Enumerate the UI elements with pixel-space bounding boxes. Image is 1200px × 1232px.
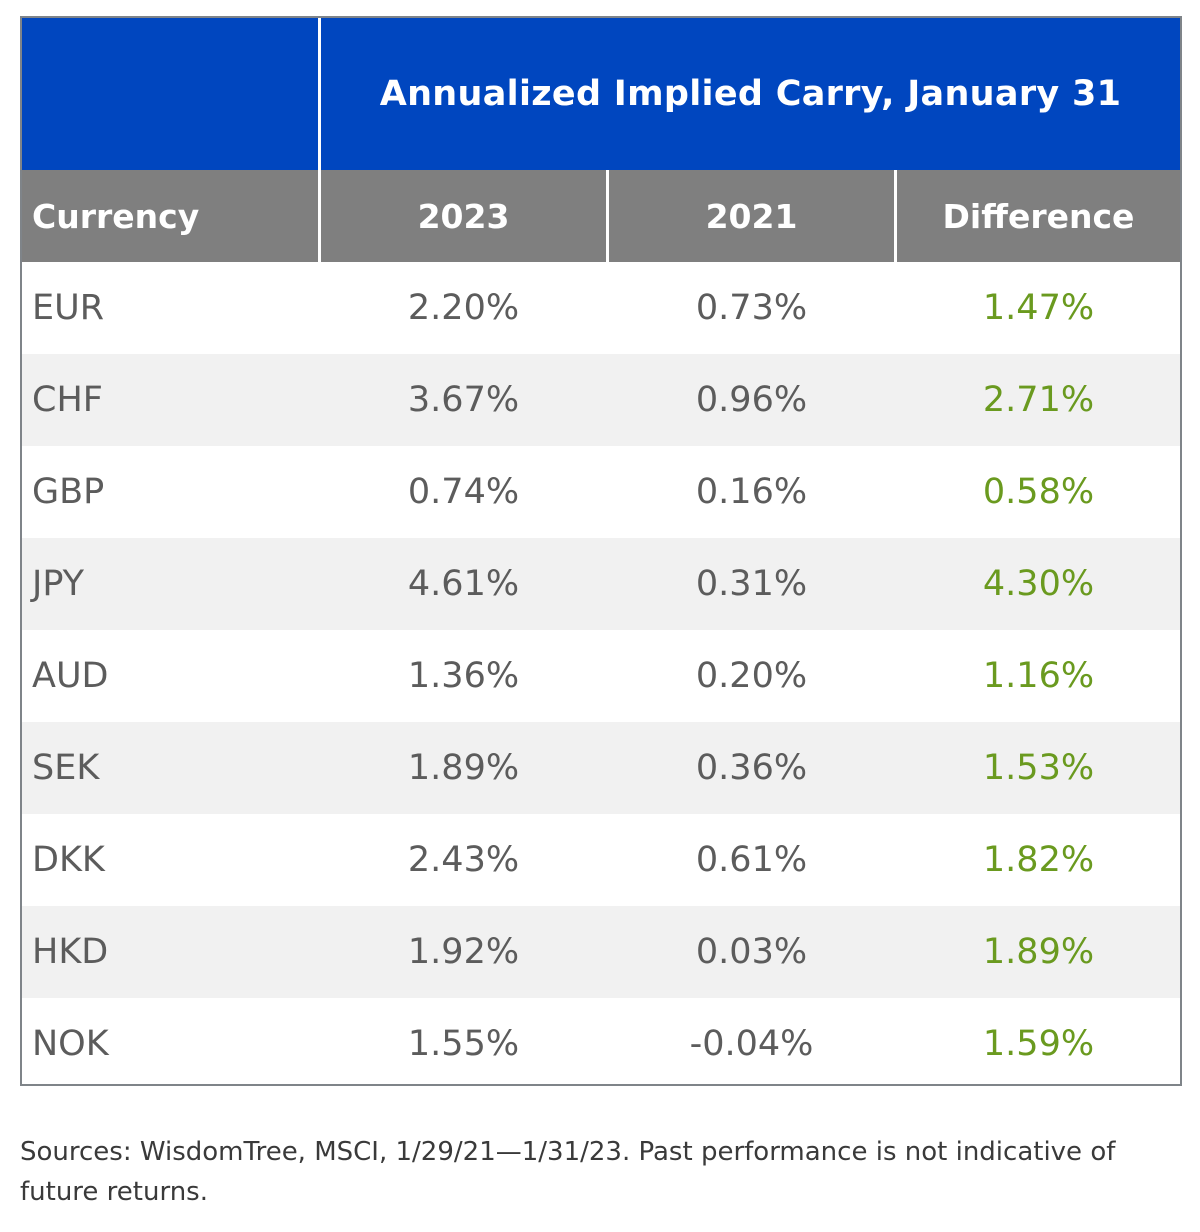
cell-y2021: 0.03% — [695, 932, 808, 972]
cell-y2023: 0.74% — [407, 472, 520, 512]
cell-difference: 1.53% — [982, 748, 1095, 788]
cell-currency: SEK — [32, 748, 100, 788]
table-row-dkk: DKK 2.43% 0.61% 1.82% — [22, 814, 1180, 906]
cell-currency: AUD — [32, 656, 109, 696]
cell-currency: DKK — [32, 840, 105, 880]
cell-y2023: 1.36% — [407, 656, 520, 696]
table-row-eur: EUR 2.20% 0.73% 1.47% — [22, 262, 1180, 354]
column-divider-3 — [894, 170, 897, 262]
cell-difference: 1.89% — [982, 932, 1095, 972]
cell-y2023: 3.67% — [407, 380, 520, 420]
cell-y2023: 1.55% — [407, 1024, 520, 1064]
table-row-chf: CHF 3.67% 0.96% 2.71% — [22, 354, 1180, 446]
title-band-divider — [318, 18, 321, 170]
table-row-hkd: HKD 1.92% 0.03% 1.89% — [22, 906, 1180, 998]
cell-y2021: 0.61% — [695, 840, 808, 880]
cell-difference: 1.47% — [982, 288, 1095, 328]
cell-currency: CHF — [32, 380, 103, 420]
table-row-aud: AUD 1.36% 0.20% 1.16% — [22, 630, 1180, 722]
cell-y2023: 2.43% — [407, 840, 520, 880]
table-row-jpy: JPY 4.61% 0.31% 4.30% — [22, 538, 1180, 630]
cell-y2021: 0.31% — [695, 564, 808, 604]
column-divider-1 — [318, 170, 321, 262]
cell-y2021: 0.73% — [695, 288, 808, 328]
table-row-nok: NOK 1.55% -0.04% 1.59% — [22, 998, 1180, 1084]
cell-y2023: 1.92% — [407, 932, 520, 972]
column-divider-2 — [606, 170, 609, 262]
table-row-sek: SEK 1.89% 0.36% 1.53% — [22, 722, 1180, 814]
source-footnote: Sources: WisdomTree, MSCI, 1/29/21—1/31/… — [20, 1137, 1116, 1207]
cell-y2021: 0.16% — [695, 472, 808, 512]
cell-y2023: 1.89% — [407, 748, 520, 788]
cell-currency: JPY — [32, 564, 85, 604]
cell-y2021: 0.36% — [695, 748, 808, 788]
cell-currency: GBP — [32, 472, 105, 512]
cell-y2023: 4.61% — [407, 564, 520, 604]
cell-difference: 0.58% — [982, 472, 1095, 512]
column-header-difference: Difference — [942, 196, 1135, 236]
cell-y2021: 0.20% — [695, 656, 808, 696]
table-title: Annualized Implied Carry, January 31 — [379, 74, 1122, 114]
cell-currency: NOK — [32, 1024, 109, 1064]
table-title-band — [22, 18, 1180, 170]
cell-difference: 1.59% — [982, 1024, 1095, 1064]
column-header-y2021: 2021 — [705, 196, 798, 236]
cell-currency: EUR — [32, 288, 105, 328]
column-header-row: Currency 2023 2021 Difference — [22, 170, 1180, 262]
cell-y2021: 0.96% — [695, 380, 808, 420]
cell-y2021: -0.04% — [689, 1024, 814, 1064]
cell-difference: 2.71% — [982, 380, 1095, 420]
cell-currency: HKD — [32, 932, 109, 972]
column-header-currency: Currency — [32, 196, 200, 236]
column-header-y2023: 2023 — [417, 196, 510, 236]
carry-table: Annualized Implied Carry, January 31 Cur… — [20, 16, 1182, 1086]
cell-difference: 1.16% — [982, 656, 1095, 696]
cell-difference: 1.82% — [982, 840, 1095, 880]
cell-y2023: 2.20% — [407, 288, 520, 328]
cell-difference: 4.30% — [982, 564, 1095, 604]
table-row-gbp: GBP 0.74% 0.16% 0.58% — [22, 446, 1180, 538]
